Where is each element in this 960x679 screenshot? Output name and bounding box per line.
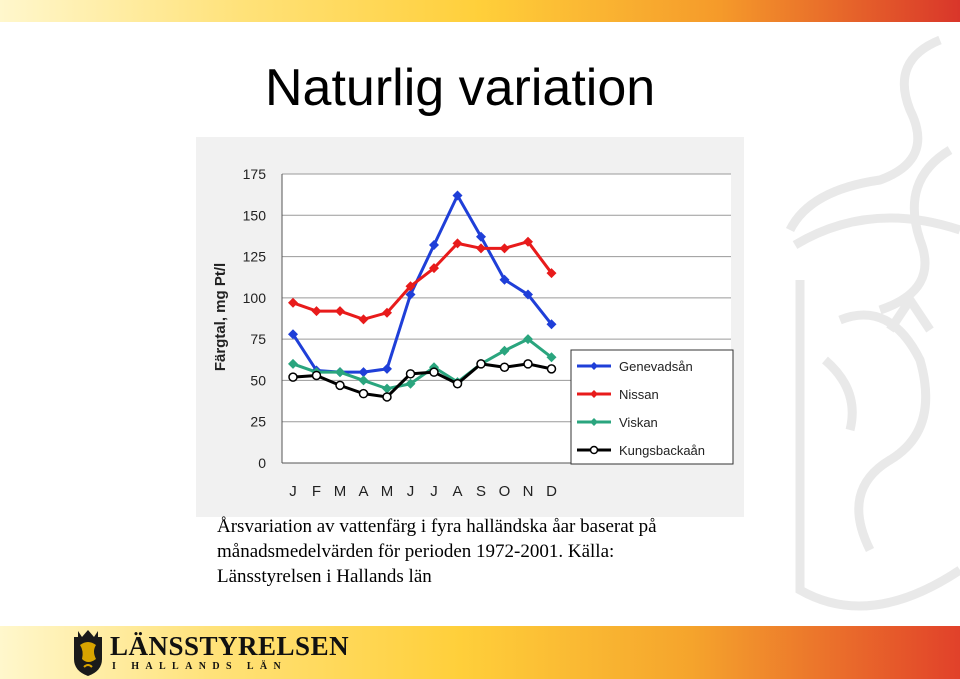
- data-point: [452, 238, 463, 249]
- y-tick-label: 25: [250, 414, 266, 430]
- data-point: [335, 306, 345, 317]
- x-tick-label: F: [312, 483, 321, 500]
- data-point: [429, 263, 439, 274]
- data-point: [476, 243, 486, 254]
- data-point: [382, 392, 392, 402]
- top-accent-bar: [0, 0, 960, 22]
- legend-marker: [589, 445, 599, 455]
- legend-label: Nissan: [619, 387, 659, 402]
- data-point: [476, 359, 486, 369]
- data-point: [382, 363, 392, 374]
- data-point: [546, 364, 557, 374]
- y-tick-label: 175: [243, 166, 267, 182]
- data-point: [429, 240, 439, 251]
- y-tick-label: 125: [243, 249, 267, 265]
- data-point: [405, 378, 416, 389]
- legend-label: Viskan: [619, 415, 658, 430]
- y-tick-label: 0: [258, 455, 266, 471]
- data-point: [476, 231, 486, 242]
- y-tick-label: 100: [243, 290, 267, 306]
- y-tick-label: 75: [250, 331, 266, 347]
- data-point: [429, 367, 439, 377]
- data-point: [311, 306, 322, 317]
- data-point: [335, 380, 345, 391]
- crest-icon: [74, 630, 102, 676]
- y-tick-label: 50: [250, 372, 266, 388]
- caption-line: Årsvariation av vattenfärg i fyra hallän…: [217, 516, 657, 537]
- data-point: [311, 370, 322, 381]
- chart-panel: 0 25 50 75 100 125 150 175 J F M A M J J A S O N D Genevads…: [196, 137, 744, 517]
- data-point: [382, 307, 392, 318]
- logo-name: LÄNSSTYRELSEN: [110, 631, 350, 661]
- legend-box: [570, 349, 734, 465]
- legend-label: Kungsbackaån: [619, 443, 705, 458]
- data-point: [452, 190, 463, 201]
- x-tick-label: J: [407, 483, 415, 500]
- page-title: Naturlig variation: [265, 59, 656, 117]
- caption-line: Länsstyrelsen i Hallands län: [217, 566, 432, 587]
- legend-label: Genevadsån: [619, 359, 693, 374]
- y-axis-label: Färgtal, mg Pt/l: [212, 263, 229, 371]
- data-point: [523, 236, 533, 247]
- x-tick-label: A: [358, 483, 368, 500]
- x-tick-label: J: [430, 483, 438, 500]
- data-point: [546, 319, 557, 330]
- data-point: [499, 274, 510, 285]
- data-point: [405, 289, 416, 300]
- data-point: [499, 243, 510, 254]
- x-tick-label: D: [546, 483, 557, 500]
- caption-line: månadsmedelvärden för perioden 1972-2001…: [217, 541, 615, 562]
- x-tick-label: M: [334, 483, 347, 500]
- data-point: [546, 352, 557, 363]
- data-point: [288, 358, 298, 369]
- data-point: [358, 388, 369, 399]
- data-point: [288, 329, 298, 340]
- data-point: [546, 268, 557, 279]
- data-point: [335, 367, 345, 378]
- x-tick-label: M: [381, 483, 394, 500]
- data-point: [405, 281, 416, 292]
- y-tick-label: 150: [243, 207, 267, 223]
- data-point: [523, 334, 533, 345]
- data-point: [358, 375, 369, 386]
- data-point: [523, 289, 533, 300]
- legend-marker: [590, 362, 598, 370]
- figure-caption: Årsvariation av vattenfärg i fyra hallän…: [217, 514, 757, 589]
- crest-watermark: [785, 35, 960, 611]
- data-point: [429, 362, 439, 373]
- data-point: [358, 367, 369, 378]
- legend-marker: [590, 390, 598, 398]
- data-point: [288, 297, 298, 308]
- legend-marker: [590, 418, 598, 426]
- x-tick-label: O: [499, 483, 511, 500]
- x-tick-label: A: [452, 483, 462, 500]
- logo-subtitle: I HALLANDS LÄN: [112, 661, 288, 672]
- data-point: [382, 383, 392, 394]
- data-point: [405, 369, 416, 379]
- lansstyrelsen-logo: LÄNSSTYRELSEN I HALLANDS LÄN: [70, 629, 349, 677]
- x-tick-label: S: [476, 483, 486, 500]
- data-point: [358, 314, 369, 325]
- data-point: [523, 359, 533, 369]
- data-point: [452, 378, 463, 389]
- data-point: [288, 372, 298, 382]
- data-point: [499, 362, 510, 372]
- x-tick-label: J: [289, 483, 297, 500]
- data-point: [499, 345, 510, 356]
- bottom-accent-bar: [0, 626, 960, 679]
- x-tick-label: N: [523, 483, 534, 500]
